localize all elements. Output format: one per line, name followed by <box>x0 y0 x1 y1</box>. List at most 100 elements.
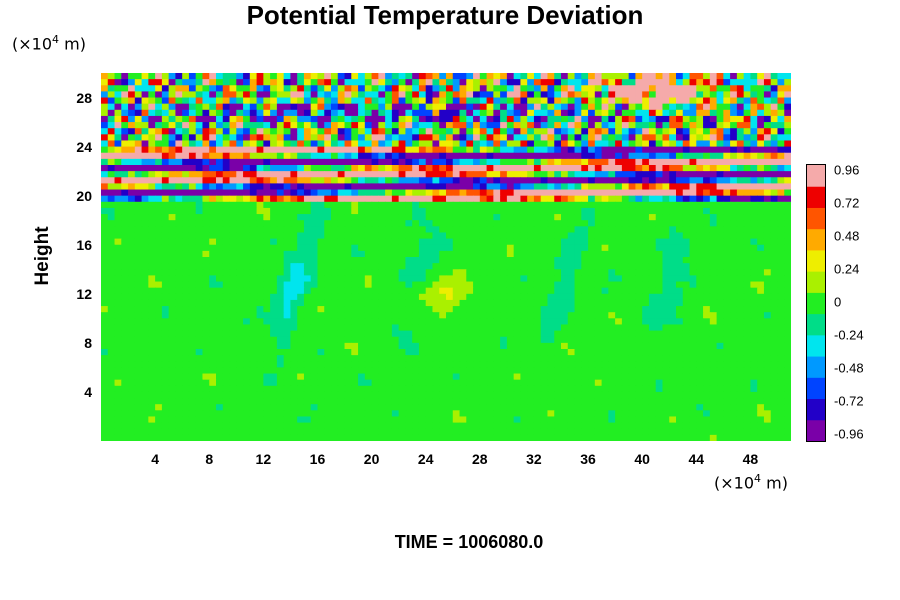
heatmap-cell <box>777 293 785 301</box>
heatmap-cell <box>466 367 474 375</box>
heatmap-cell <box>243 244 251 252</box>
heatmap-cell <box>446 281 454 289</box>
heatmap-cell <box>561 207 569 215</box>
heatmap-cell <box>317 306 325 313</box>
heatmap-cell <box>439 355 447 362</box>
heatmap-cell <box>155 152 163 160</box>
heatmap-cell <box>533 115 542 123</box>
heatmap-cell <box>182 232 190 240</box>
heatmap-cell <box>716 128 724 135</box>
heatmap-cell <box>439 171 447 178</box>
heatmap-cell <box>493 244 501 252</box>
heatmap-cell <box>500 91 508 99</box>
heatmap-cell <box>547 281 555 289</box>
heatmap-cell <box>500 158 508 166</box>
heatmap-cell <box>236 367 244 375</box>
heatmap-cell <box>662 349 670 356</box>
heatmap-cell <box>107 226 116 234</box>
heatmap-cell <box>446 312 454 319</box>
heatmap-cell <box>101 324 109 332</box>
heatmap-cell <box>703 146 711 154</box>
heatmap-cell <box>161 195 170 203</box>
heatmap-cell <box>608 281 616 289</box>
heatmap-cell <box>709 318 718 326</box>
heatmap-cell <box>520 257 528 264</box>
heatmap-cell <box>479 195 488 203</box>
heatmap-cell <box>317 165 325 172</box>
heatmap-cell <box>378 263 386 270</box>
heatmap-cell <box>121 109 129 117</box>
heatmap-cell <box>297 263 305 270</box>
heatmap-cell <box>703 232 711 240</box>
heatmap-cell <box>763 306 772 313</box>
heatmap-cell <box>594 97 603 105</box>
heatmap-cell <box>236 103 244 111</box>
heatmap-cell <box>243 91 251 99</box>
heatmap-cell <box>182 306 190 313</box>
heatmap-cell <box>554 355 562 362</box>
heatmap-cell <box>689 330 697 338</box>
heatmap-cell <box>682 342 691 350</box>
heatmap-cell <box>229 269 237 276</box>
heatmap-cell <box>446 299 454 307</box>
heatmap-cell <box>188 281 197 289</box>
heatmap-cell <box>628 97 637 105</box>
heatmap-cell <box>155 257 163 264</box>
heatmap-cell <box>757 165 765 172</box>
heatmap-cell <box>608 103 616 111</box>
heatmap-cell <box>533 312 542 319</box>
heatmap-cell <box>628 189 637 197</box>
heatmap-cell <box>412 287 420 295</box>
heatmap-cell <box>743 115 752 123</box>
heatmap-cell <box>723 257 731 264</box>
heatmap-cell <box>446 349 454 356</box>
heatmap-cell <box>716 336 724 344</box>
heatmap-cell <box>303 318 312 326</box>
heatmap-cell <box>770 226 779 234</box>
heatmap-cell <box>128 165 136 172</box>
heatmap-cell <box>479 318 488 326</box>
heatmap-cell <box>229 312 237 319</box>
heatmap-cell <box>466 171 474 178</box>
heatmap-cell <box>101 250 109 258</box>
heatmap-cell <box>459 146 467 154</box>
heatmap-cell <box>513 109 522 117</box>
heatmap-cell <box>676 220 684 227</box>
heatmap-cell <box>635 306 643 313</box>
heatmap-cell <box>101 226 109 234</box>
heatmap-cell <box>134 189 143 197</box>
heatmap-cell <box>148 128 156 135</box>
heatmap-cell <box>351 342 359 350</box>
heatmap-cell <box>324 146 332 154</box>
heatmap-cell <box>283 201 292 209</box>
heatmap-cell <box>493 257 501 264</box>
heatmap-cell <box>567 103 576 111</box>
heatmap-cell <box>344 103 352 111</box>
heatmap-cell <box>101 189 109 197</box>
heatmap-cell <box>709 275 718 283</box>
heatmap-cell <box>716 226 724 234</box>
heatmap-cell <box>486 361 494 368</box>
heatmap-cell <box>608 361 616 368</box>
heatmap-cell <box>662 146 670 154</box>
heatmap-cell <box>121 257 129 264</box>
heatmap-cell <box>446 85 454 92</box>
heatmap-cell <box>730 318 738 326</box>
heatmap-cell <box>432 306 440 313</box>
heatmap-cell <box>506 318 515 326</box>
heatmap-cell <box>608 250 616 258</box>
heatmap-cell <box>608 85 616 92</box>
heatmap-cell <box>540 134 549 142</box>
heatmap-cell <box>358 263 366 270</box>
heatmap-cell <box>730 146 738 154</box>
heatmap-cell <box>290 115 298 123</box>
heatmap-cell <box>134 85 143 92</box>
heatmap-cell <box>249 318 258 326</box>
heatmap-cell <box>615 85 623 92</box>
heatmap-cell <box>202 257 210 264</box>
heatmap-cell <box>107 220 116 227</box>
heatmap-cell <box>364 165 373 172</box>
heatmap-cell <box>324 355 332 362</box>
heatmap-cell <box>270 201 278 209</box>
heatmap-cell <box>148 330 156 338</box>
